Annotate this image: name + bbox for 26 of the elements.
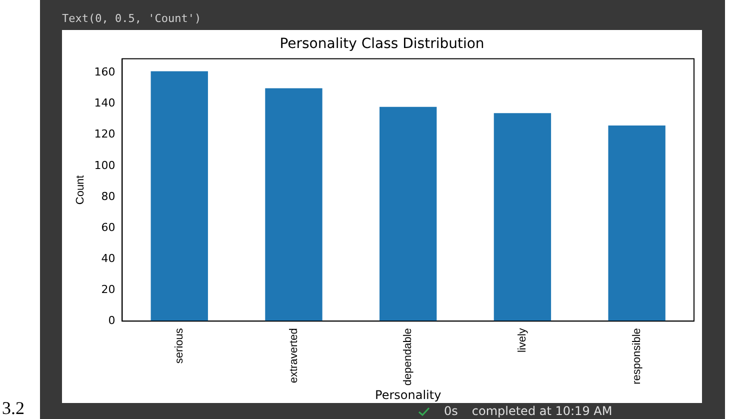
y-tick-label: 60: [101, 220, 116, 234]
y-tick-label: 100: [94, 158, 116, 172]
x-tick-label: serious: [173, 328, 186, 364]
y-tick-label: 40: [101, 252, 116, 265]
chart-title: Personality Class Distribution: [280, 36, 484, 52]
y-axis-title: Count: [74, 175, 87, 205]
text: Text(0, 0.5, 'Count'): [62, 12, 202, 25]
x-axis-title: Personality: [375, 388, 442, 402]
bar: [150, 71, 208, 322]
bar: [380, 106, 437, 322]
bar: [265, 88, 322, 322]
bar: [608, 126, 666, 322]
text: completed at 10:19 AM: [472, 404, 612, 418]
y-tick-label: 140: [94, 96, 116, 110]
x-tick-label: lively: [516, 328, 528, 353]
y-tick-label: 160: [94, 66, 116, 79]
y-tick-label: 20: [101, 282, 116, 296]
y-tick-label: 120: [94, 128, 116, 141]
y-tick-label: 0: [108, 314, 116, 327]
text: 3.2: [2, 398, 24, 419]
x-tick-label: dependable: [402, 328, 414, 386]
y-tick-label: 80: [101, 190, 116, 203]
bar: [494, 113, 552, 322]
text: 0s: [444, 404, 458, 418]
x-tick-label: responsible: [630, 328, 643, 384]
x-tick-label: extraverted: [288, 328, 300, 384]
